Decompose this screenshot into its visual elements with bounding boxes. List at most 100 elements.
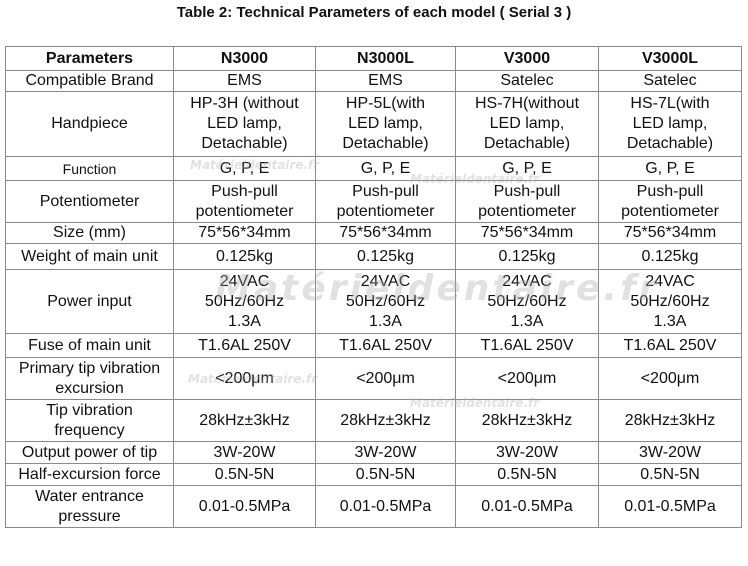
value-cell: 0.01-0.5MPa xyxy=(455,485,599,528)
table-row: Primary tip vibration excursion <200μm <200… xyxy=(5,357,742,400)
parameter-name-line: excursion xyxy=(55,379,124,397)
value-cell: Push-pull potentiometer xyxy=(455,180,599,223)
value-line: LED lamp, xyxy=(489,115,565,132)
value-cell: <200μm xyxy=(315,357,456,400)
table-row: Function G, P, E G, P, E G, P, E G, P, E xyxy=(5,156,742,181)
parameter-name-cell: Size (mm) xyxy=(5,222,174,244)
value-line: Detachable) xyxy=(201,135,288,152)
parameter-name-cell: Output power of tip xyxy=(5,441,174,464)
parameter-name-cell: Function xyxy=(5,156,174,181)
header-v3000: V3000 xyxy=(455,46,599,71)
value-line: HP-5L(with xyxy=(345,95,426,112)
value-line: 24VAC xyxy=(360,272,411,290)
parameter-name-cell: Handpiece xyxy=(5,91,174,157)
parameter-name-cell: Compatible Brand xyxy=(5,70,174,92)
parameter-name-line: frequency xyxy=(54,421,125,439)
value-cell: 3W-20W xyxy=(315,441,456,464)
value-line: Push-pull xyxy=(493,182,561,200)
value-line: potentiometer xyxy=(621,202,719,220)
table-row: Output power of tip 3W-20W 3W-20W 3W-20W 3W-… xyxy=(5,441,742,464)
value-cell: 0.5N-5N xyxy=(455,463,599,486)
value-cell: G, P, E xyxy=(598,156,742,181)
table-row: Fuse of main unit T1.6AL 250V T1.6AL 250V T… xyxy=(5,333,742,358)
table-row: Potentiometer Push-pull potentiometer Push-… xyxy=(5,180,742,223)
value-cell: HP-3H (without LED lamp, Detachable) xyxy=(173,91,316,157)
value-cell: 0.5N-5N xyxy=(173,463,316,486)
value-cell: 3W-20W xyxy=(173,441,316,464)
value-cell: G, P, E xyxy=(173,156,316,181)
value-cell: EMS xyxy=(173,70,316,92)
table-row: Compatible Brand EMS EMS Satelec Satelec xyxy=(5,70,742,92)
value-cell: 0.125kg xyxy=(455,243,599,270)
value-line: Push-pull xyxy=(636,182,704,200)
value-cell: Push-pull potentiometer xyxy=(598,180,742,223)
value-line: 50Hz/60Hz xyxy=(345,292,426,310)
value-cell: 28kHz±3kHz xyxy=(455,399,599,442)
parameter-name-cell: Water entrance pressure xyxy=(5,485,174,528)
value-cell: Satelec xyxy=(455,70,599,92)
value-cell: <200μm xyxy=(455,357,599,400)
value-cell: 24VAC 50Hz/60Hz 1.3A xyxy=(173,269,316,334)
value-cell: Satelec xyxy=(598,70,742,92)
parameter-name-cell: Potentiometer xyxy=(5,180,174,223)
value-line: 1.3A xyxy=(228,312,261,330)
header-row: Parameters N3000 N3000L V3000 V3000L xyxy=(5,46,742,71)
value-line: LED lamp, xyxy=(632,115,708,132)
value-cell: 75*56*34mm xyxy=(598,222,742,244)
table-row: Tip vibration frequency 28kHz±3kHz 28kHz±3k… xyxy=(5,399,742,442)
value-line: Detachable) xyxy=(626,135,714,152)
value-line: Push-pull xyxy=(352,182,419,200)
value-cell: 0.125kg xyxy=(315,243,456,270)
value-cell: Push-pull potentiometer xyxy=(173,180,316,223)
value-cell: 75*56*34mm xyxy=(173,222,316,244)
value-cell: EMS xyxy=(315,70,456,92)
value-cell: T1.6AL 250V xyxy=(598,333,742,358)
value-cell: 24VAC 50Hz/60Hz 1.3A xyxy=(455,269,599,334)
header-n3000l: N3000L xyxy=(315,46,456,71)
value-line: potentiometer xyxy=(195,202,294,220)
value-line: HP-3H (without xyxy=(190,95,299,112)
value-cell: HP-5L(with LED lamp, Detachable) xyxy=(315,91,456,157)
value-cell: HS-7H(without LED lamp, Detachable) xyxy=(455,91,599,157)
technical-parameters-table: Parameters N3000 N3000L V3000 V3000L Com… xyxy=(5,46,742,528)
value-cell: T1.6AL 250V xyxy=(173,333,316,358)
value-cell: 0.125kg xyxy=(598,243,742,270)
value-cell: 0.01-0.5MPa xyxy=(598,485,742,528)
value-line: potentiometer xyxy=(336,202,435,220)
parameter-name-line: Primary tip vibration xyxy=(18,359,161,377)
value-cell: 0.5N-5N xyxy=(598,463,742,486)
value-cell: <200μm xyxy=(598,357,742,400)
value-line: 24VAC xyxy=(645,272,695,290)
value-line: LED lamp, xyxy=(207,115,282,132)
value-line: LED lamp, xyxy=(348,115,423,132)
value-line: HS-7H(without xyxy=(474,95,580,112)
value-cell: 3W-20W xyxy=(598,441,742,464)
value-cell: 24VAC 50Hz/60Hz 1.3A xyxy=(598,269,742,334)
parameter-name-cell: Half-excursion force xyxy=(5,463,174,486)
parameter-name-line: Water entrance xyxy=(35,487,144,505)
value-cell: 75*56*34mm xyxy=(315,222,456,244)
value-line: 50Hz/60Hz xyxy=(204,292,285,310)
value-cell: 28kHz±3kHz xyxy=(315,399,456,442)
parameter-name-line: pressure xyxy=(58,507,121,525)
value-line: Detachable) xyxy=(483,135,571,152)
value-cell: HS-7L(with LED lamp, Detachable) xyxy=(598,91,742,157)
value-line: Detachable) xyxy=(342,135,429,152)
value-cell: G, P, E xyxy=(455,156,599,181)
value-cell: 24VAC 50Hz/60Hz 1.3A xyxy=(315,269,456,334)
parameter-name-cell: Tip vibration frequency xyxy=(5,399,174,442)
value-cell: <200μm xyxy=(173,357,316,400)
header-v3000l: V3000L xyxy=(598,46,742,71)
value-cell: T1.6AL 250V xyxy=(315,333,456,358)
header-n3000: N3000 xyxy=(173,46,316,71)
header-parameters: Parameters xyxy=(5,46,174,71)
parameter-name-cell: Weight of main unit xyxy=(5,243,174,270)
value-line: Push-pull xyxy=(211,182,278,200)
value-cell: 0.01-0.5MPa xyxy=(315,485,456,528)
table-row: Weight of main unit 0.125kg 0.125kg 0.125kg… xyxy=(5,243,742,270)
parameter-name-cell: Power input xyxy=(5,269,174,334)
value-line: 50Hz/60Hz xyxy=(487,292,567,310)
table-row: Size (mm) 75*56*34mm 75*56*34mm 75*56*34mm 7… xyxy=(5,222,742,244)
value-line: 24VAC xyxy=(219,272,270,290)
table-row: Half-excursion force 0.5N-5N 0.5N-5N 0.5N-5… xyxy=(5,463,742,486)
